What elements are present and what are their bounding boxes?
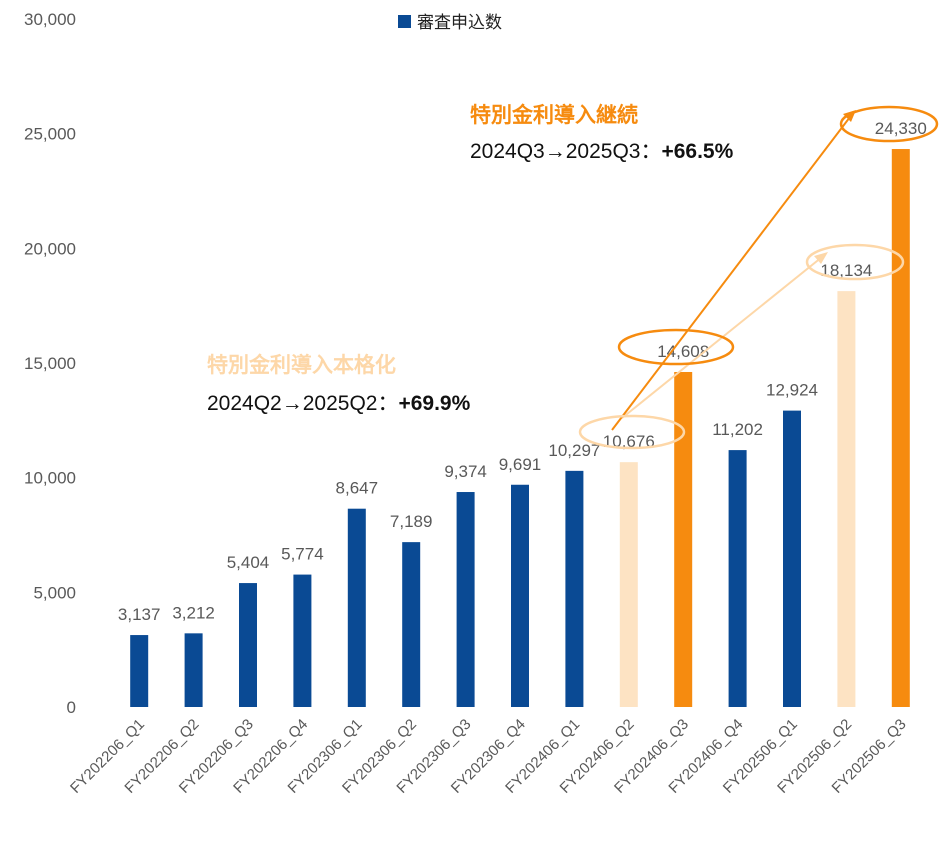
arrow-head bbox=[814, 252, 828, 264]
bar bbox=[783, 410, 801, 707]
annotation-period: 2024Q3→2025Q3： bbox=[470, 140, 661, 163]
bar bbox=[347, 508, 366, 707]
value-label: 3,137 bbox=[118, 605, 161, 624]
bar bbox=[456, 492, 475, 707]
annotation-title: 特別金利導入本格化 bbox=[207, 353, 396, 377]
highlight-ellipse bbox=[839, 105, 939, 143]
bar bbox=[674, 371, 693, 707]
bar bbox=[184, 633, 203, 707]
y-tick-label: 25,000 bbox=[24, 125, 76, 144]
bar bbox=[891, 149, 910, 708]
value-label: 5,404 bbox=[227, 553, 270, 572]
bar bbox=[402, 542, 421, 707]
value-label: 5,774 bbox=[281, 545, 324, 564]
bar bbox=[619, 462, 638, 707]
bar bbox=[837, 291, 856, 707]
y-tick-label: 0 bbox=[67, 698, 76, 717]
y-tick-label: 30,000 bbox=[24, 10, 76, 29]
arrow bbox=[611, 116, 851, 431]
value-label: 12,924 bbox=[766, 381, 818, 400]
bar bbox=[511, 484, 529, 707]
bar bbox=[728, 450, 747, 707]
value-label: 9,374 bbox=[444, 462, 487, 481]
y-tick-label: 20,000 bbox=[24, 239, 76, 258]
legend-swatch bbox=[398, 15, 411, 28]
highlight-ellipse bbox=[617, 328, 735, 366]
annotation-text: 2024Q2→2025Q2：+69.9% bbox=[207, 392, 471, 415]
value-label: 3,212 bbox=[172, 603, 215, 622]
y-tick-label: 5,000 bbox=[33, 583, 76, 602]
value-label: 7,189 bbox=[390, 512, 433, 531]
legend-label: 審査申込数 bbox=[417, 13, 502, 32]
annotation-text: 2024Q3→2025Q3：+66.5% bbox=[470, 140, 734, 163]
value-label: 11,202 bbox=[712, 420, 763, 439]
highlight-ellipse bbox=[805, 243, 905, 281]
annotation-period: 2024Q2→2025Q2： bbox=[207, 392, 398, 415]
annotation-title: 特別金利導入継続 bbox=[470, 103, 638, 127]
annotation-change: +66.5% bbox=[661, 140, 733, 163]
value-label: 10,297 bbox=[548, 441, 600, 460]
value-label: 14,608 bbox=[657, 342, 709, 361]
bar bbox=[293, 574, 312, 707]
value-label: 24,330 bbox=[875, 119, 927, 138]
annotation-change: +69.9% bbox=[398, 392, 470, 415]
bar bbox=[565, 470, 584, 707]
value-label: 9,691 bbox=[499, 455, 542, 474]
y-tick-label: 15,000 bbox=[24, 354, 76, 373]
y-tick-label: 10,000 bbox=[24, 469, 76, 488]
bar bbox=[239, 583, 257, 707]
value-label: 18,134 bbox=[820, 261, 872, 280]
highlight-ellipse bbox=[578, 414, 686, 450]
annotations: 特別金利導入継続 2024Q3→2025Q3：+66.5% 特別金利導入本格化 … bbox=[207, 103, 939, 450]
value-label: 8,647 bbox=[336, 479, 379, 498]
bar bbox=[130, 635, 149, 707]
